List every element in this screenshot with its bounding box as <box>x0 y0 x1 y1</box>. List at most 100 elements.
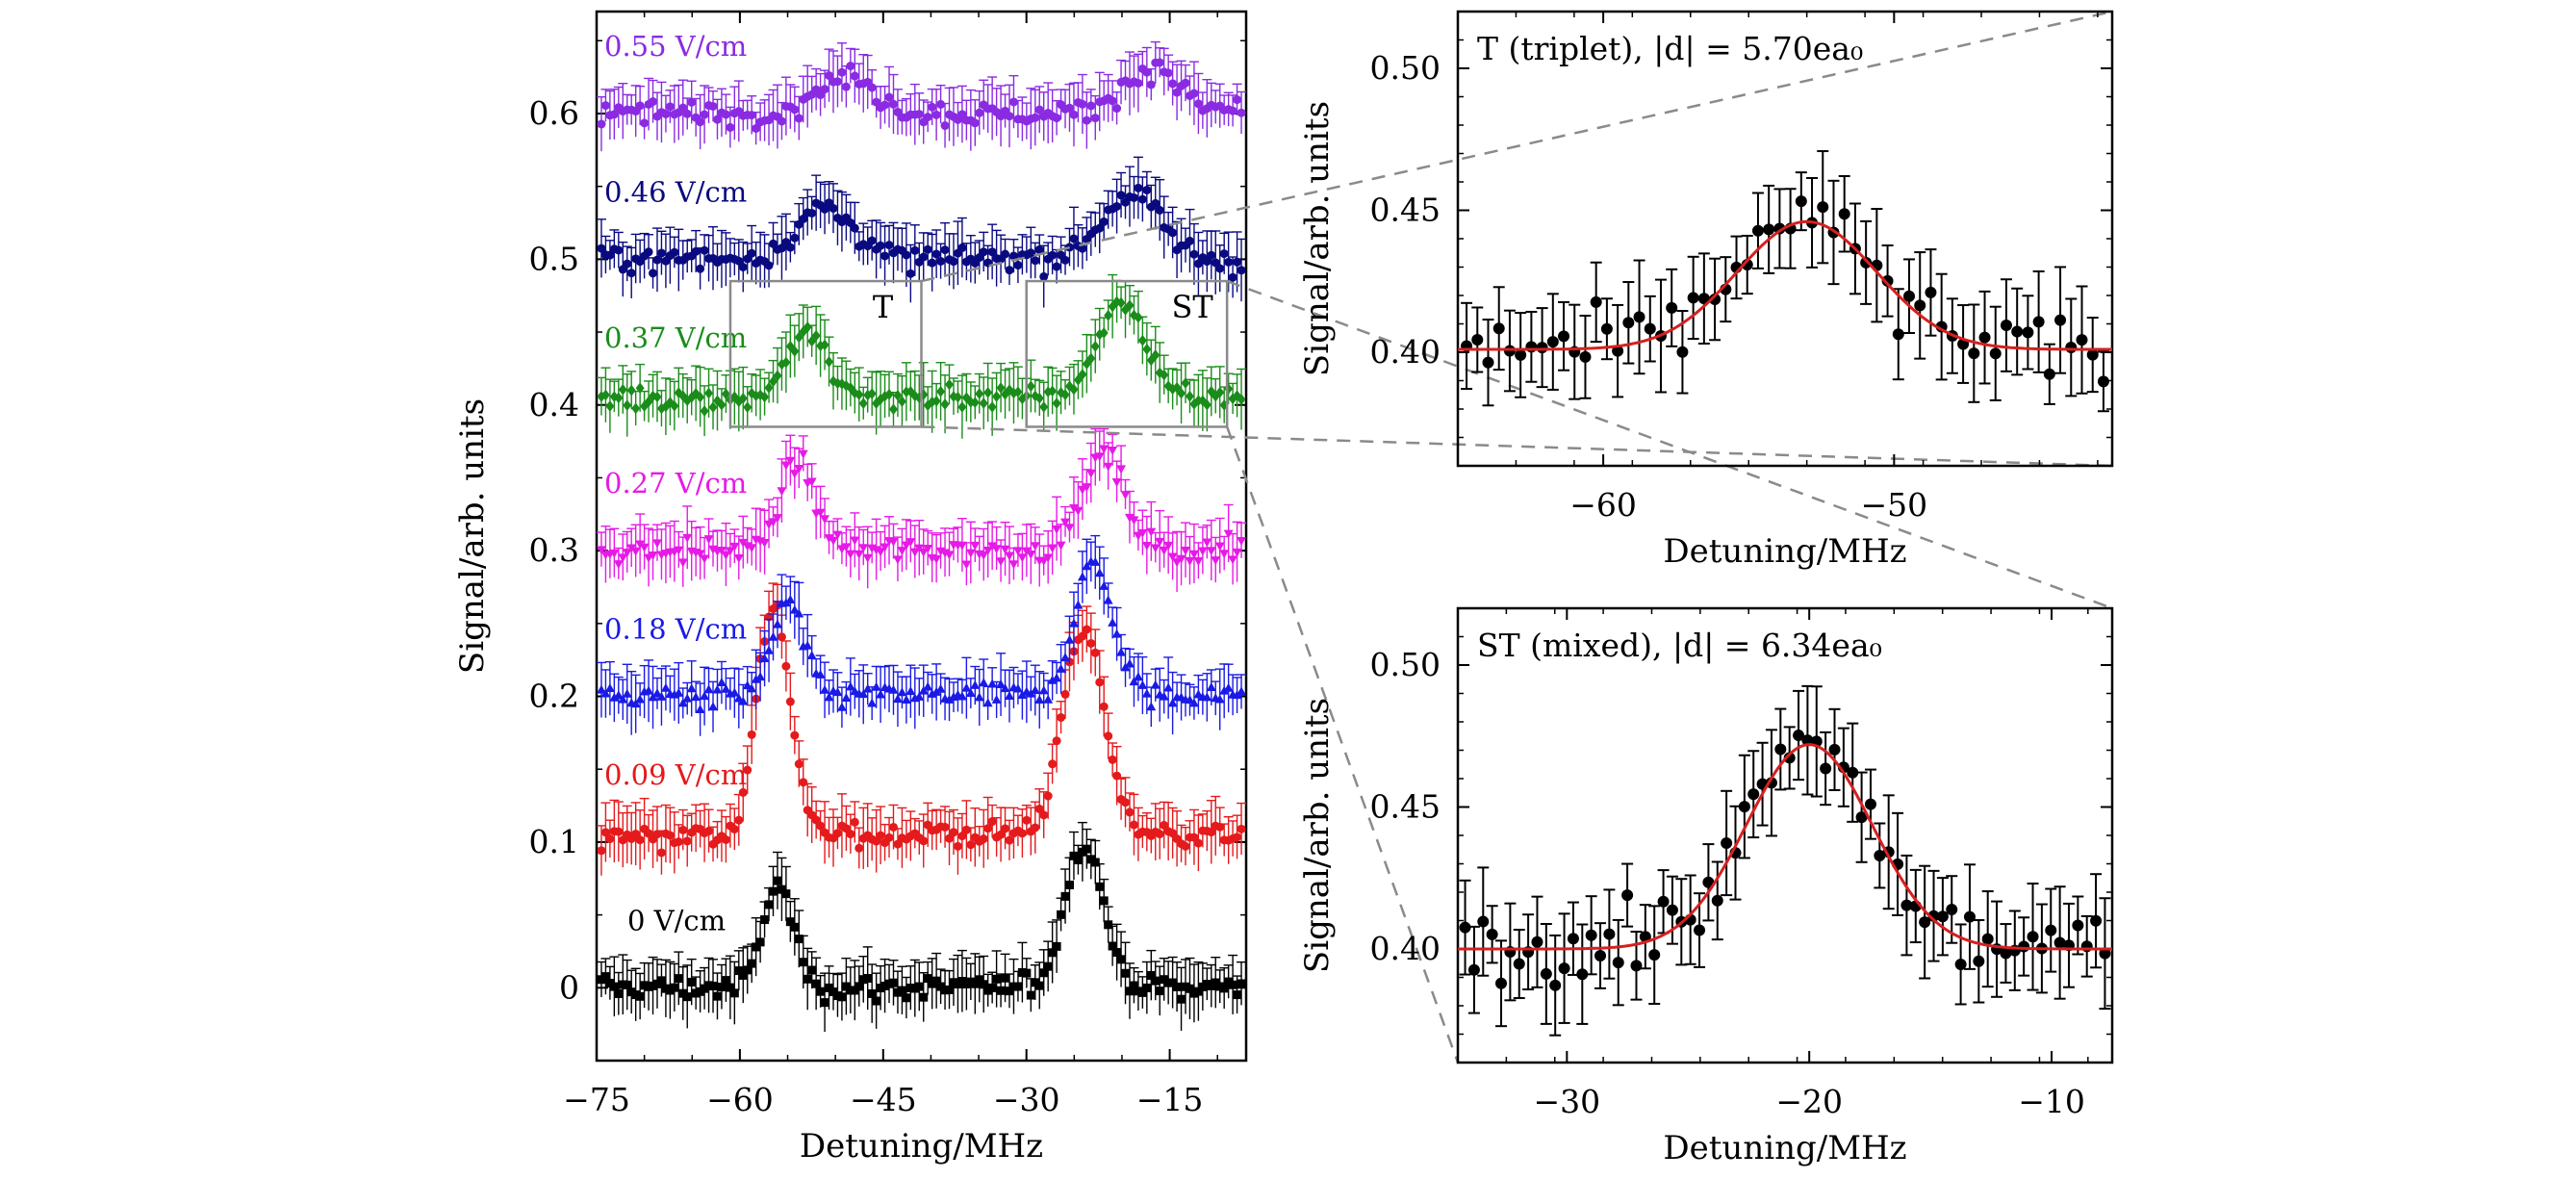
data-point <box>816 821 826 831</box>
data-point <box>1090 648 1100 657</box>
data-point <box>944 694 955 704</box>
data-point <box>1215 386 1225 398</box>
data-point <box>1094 568 1105 577</box>
data-point <box>1525 341 1538 353</box>
data-point <box>678 825 688 834</box>
data-point <box>703 684 714 694</box>
data-point <box>1900 899 1913 911</box>
data-point <box>674 974 683 984</box>
data-point <box>678 390 688 402</box>
data-point <box>1008 97 1018 107</box>
x-tick-label: −60 <box>706 1081 774 1118</box>
data-point <box>1181 841 1190 851</box>
data-point <box>1056 663 1066 673</box>
data-point <box>1228 106 1237 115</box>
data-point <box>944 551 955 560</box>
data-point <box>1141 688 1152 698</box>
data-point <box>918 548 929 557</box>
data-point <box>961 682 972 692</box>
data-point <box>738 787 748 797</box>
data-point <box>970 397 980 409</box>
data-point <box>1043 386 1053 398</box>
data-point <box>1160 820 1169 830</box>
data-point <box>656 848 666 858</box>
data-point <box>897 396 906 407</box>
data-point <box>1129 677 1139 686</box>
data-point <box>914 982 924 991</box>
data-point <box>961 392 971 404</box>
data-point <box>1112 104 1122 114</box>
series-0 <box>596 821 1247 1033</box>
data-point <box>803 640 813 650</box>
data-point <box>656 691 667 701</box>
data-point <box>1005 112 1014 121</box>
y-tick-label: 0 <box>559 968 579 1006</box>
data-point <box>794 935 803 944</box>
data-point <box>764 261 774 270</box>
data-point <box>1095 223 1105 233</box>
data-point <box>931 554 942 564</box>
data-point <box>665 831 675 840</box>
data-point <box>597 243 606 253</box>
data-point <box>945 985 955 994</box>
data-point <box>1048 250 1058 260</box>
data-point <box>703 535 714 545</box>
data-point <box>1155 205 1164 215</box>
data-point <box>807 335 817 347</box>
data-point <box>794 608 804 618</box>
data-point <box>1017 553 1028 563</box>
data-point <box>661 109 671 118</box>
data-point <box>1078 631 1087 641</box>
data-point <box>665 102 675 112</box>
y-tick-label: 0.50 <box>1370 49 1441 87</box>
y-tick-label: 0.45 <box>1370 788 1441 826</box>
data-point <box>1013 261 1023 270</box>
data-point <box>940 822 950 832</box>
data-point <box>768 631 778 641</box>
data-point <box>700 110 709 119</box>
data-point <box>806 651 817 660</box>
data-point <box>884 92 894 102</box>
data-point <box>764 645 774 654</box>
series-3 <box>596 427 1247 592</box>
data-point <box>640 118 650 128</box>
x-tick-label: −15 <box>1136 1081 1204 1118</box>
data-point <box>738 970 748 980</box>
data-point <box>1005 691 1014 701</box>
data-point <box>824 692 834 702</box>
data-point <box>1047 675 1058 684</box>
data-point <box>1129 820 1138 830</box>
data-point <box>1549 979 1562 991</box>
data-point <box>965 549 976 558</box>
x-axis-title: Detuning/MHz <box>1663 532 1906 571</box>
data-point <box>1558 330 1570 343</box>
data-point <box>721 683 731 693</box>
data-point <box>825 70 834 80</box>
data-point <box>1223 682 1234 692</box>
data-point <box>1513 958 1525 970</box>
data-point <box>1137 679 1148 689</box>
data-point <box>996 830 1006 839</box>
data-point <box>1039 810 1049 820</box>
data-point <box>700 691 710 701</box>
data-point <box>773 370 782 382</box>
data-point <box>1005 266 1014 275</box>
data-point <box>1052 397 1061 409</box>
data-point <box>841 82 851 91</box>
data-point <box>1048 759 1058 769</box>
data-point <box>635 382 645 395</box>
data-point <box>931 686 942 696</box>
data-point <box>696 391 705 403</box>
data-point <box>923 244 932 254</box>
x-axis-title: Detuning/MHz <box>1663 1129 1906 1167</box>
data-point <box>956 691 967 701</box>
data-point <box>1847 766 1859 779</box>
data-point <box>1038 685 1049 695</box>
data-point <box>884 241 894 250</box>
data-point <box>909 548 920 557</box>
data-point <box>600 972 610 982</box>
data-point <box>752 942 761 952</box>
data-point <box>983 824 993 833</box>
series-label: 0.27 V/cm <box>604 467 747 500</box>
